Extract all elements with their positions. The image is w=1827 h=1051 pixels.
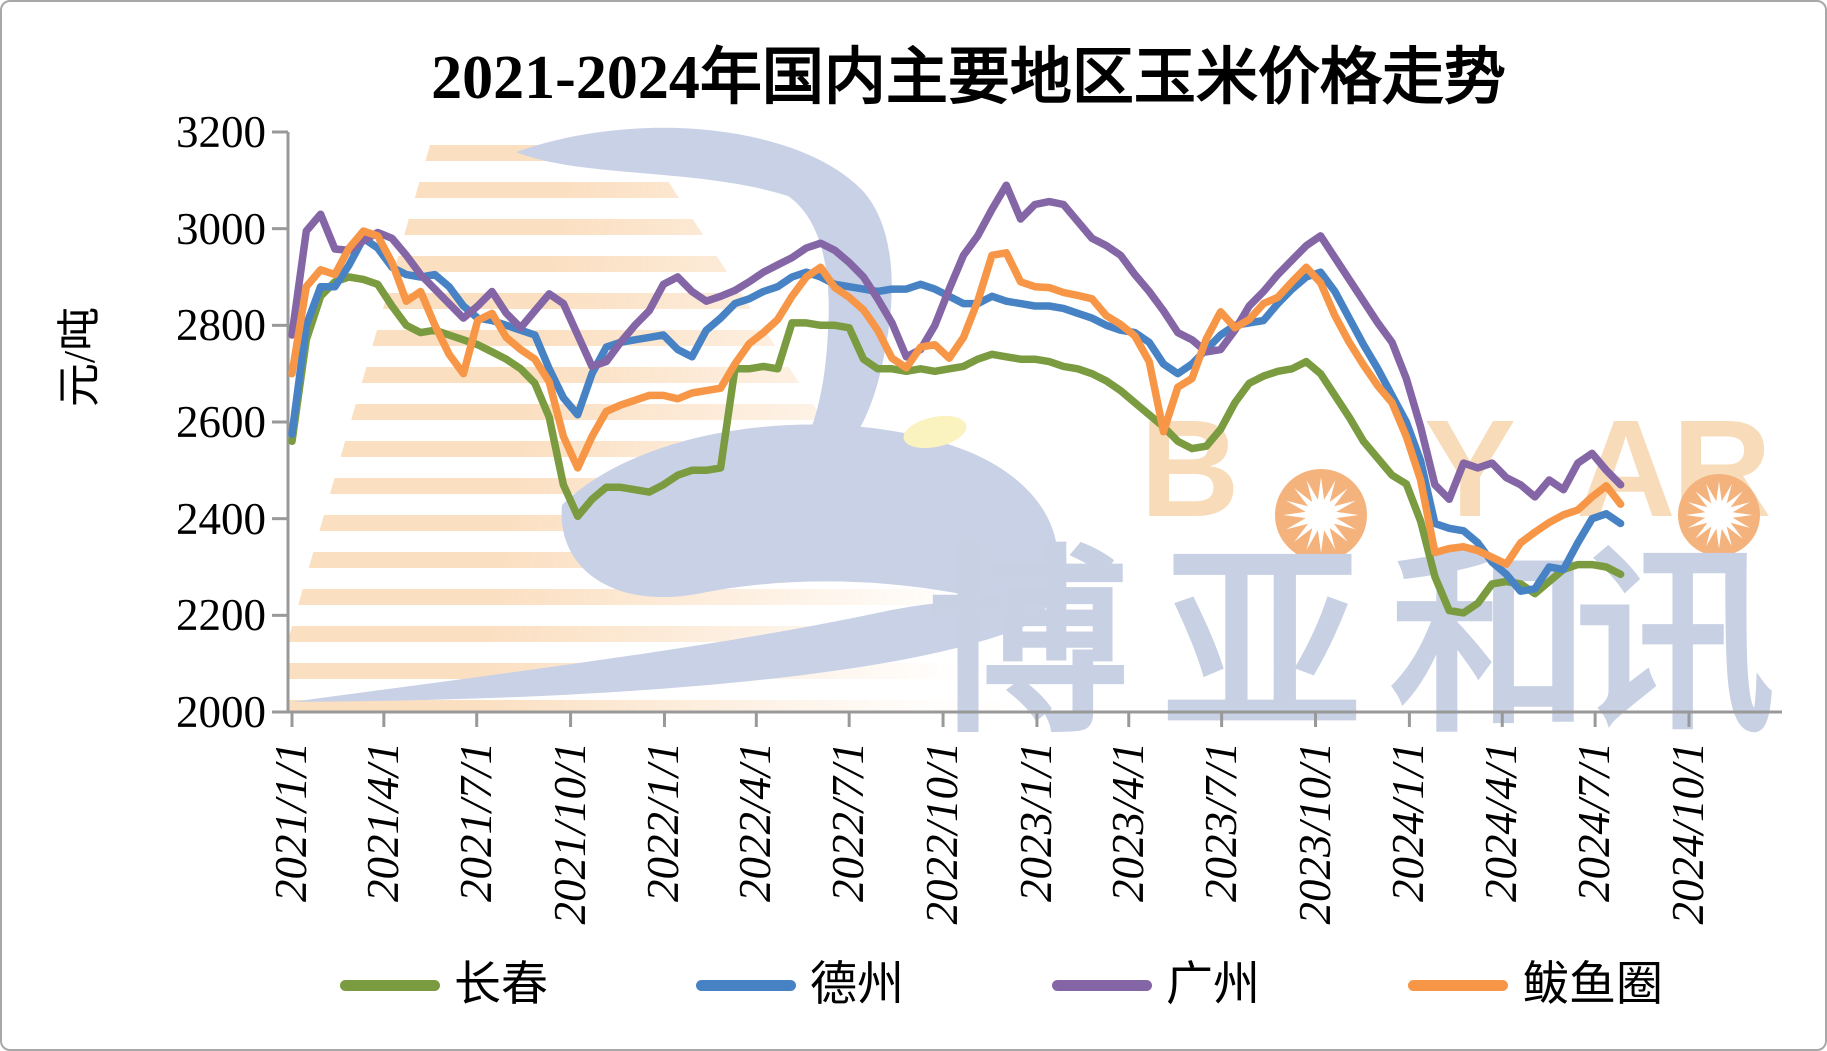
x-tick-label: 2023/10/1 (1289, 742, 1340, 925)
x-tick-label: 2021/1/1 (266, 742, 316, 903)
x-tick-label: 2024/10/1 (1663, 742, 1713, 925)
y-tick-label: 2800 (176, 300, 266, 351)
y-tick-label: 2600 (176, 397, 266, 447)
y-tick-label: 3200 (176, 107, 266, 157)
x-tick-label: 2021/10/1 (544, 742, 595, 925)
y-tick-label: 2000 (176, 687, 266, 737)
legend-item-德州: 德州 (696, 962, 904, 1009)
x-tick-label: 2023/1/1 (1010, 742, 1061, 903)
x-tick-label: 2022/7/1 (823, 742, 874, 903)
x-tick-label: 2023/7/1 (1195, 742, 1246, 903)
legend-swatch-icon (696, 980, 796, 991)
x-tick-label: 2024/7/1 (1569, 742, 1620, 903)
x-tick-label: 2022/4/1 (730, 742, 781, 903)
y-tick-label: 3000 (176, 203, 266, 254)
legend-label: 德州 (810, 959, 904, 1011)
y-axis-title: 元/吨 (55, 306, 104, 408)
legend-swatch-icon (1408, 980, 1508, 991)
legend-label: 长春 (454, 959, 548, 1011)
legend-label: 鲅鱼圈 (1522, 959, 1663, 1011)
legend-item-广州: 广州 (1052, 962, 1260, 1009)
x-tick-label: 2021/4/1 (357, 742, 408, 903)
x-tick-label: 2023/4/1 (1102, 742, 1153, 903)
legend-item-长春: 长春 (340, 962, 548, 1009)
x-tick-label: 2024/1/1 (1383, 742, 1434, 903)
chart-title: 2021-2024年国内主要地区玉米价格走势 (431, 44, 1506, 112)
x-tick-label: 2022/10/1 (917, 742, 968, 925)
x-tick-label: 2024/4/1 (1476, 742, 1527, 903)
legend-swatch-icon (1052, 980, 1152, 991)
legend: 长春 德州 广州 鲅鱼圈 (88, 962, 1827, 1009)
legend-label: 广州 (1166, 959, 1260, 1011)
x-tick-label: 2022/1/1 (638, 742, 689, 903)
x-tick-label: 2021/7/1 (450, 742, 501, 903)
y-tick-label: 2200 (176, 590, 266, 641)
y-tick-label: 2400 (176, 493, 266, 544)
legend-swatch-icon (340, 980, 440, 991)
legend-item-鲅鱼圈: 鲅鱼圈 (1408, 962, 1663, 1009)
